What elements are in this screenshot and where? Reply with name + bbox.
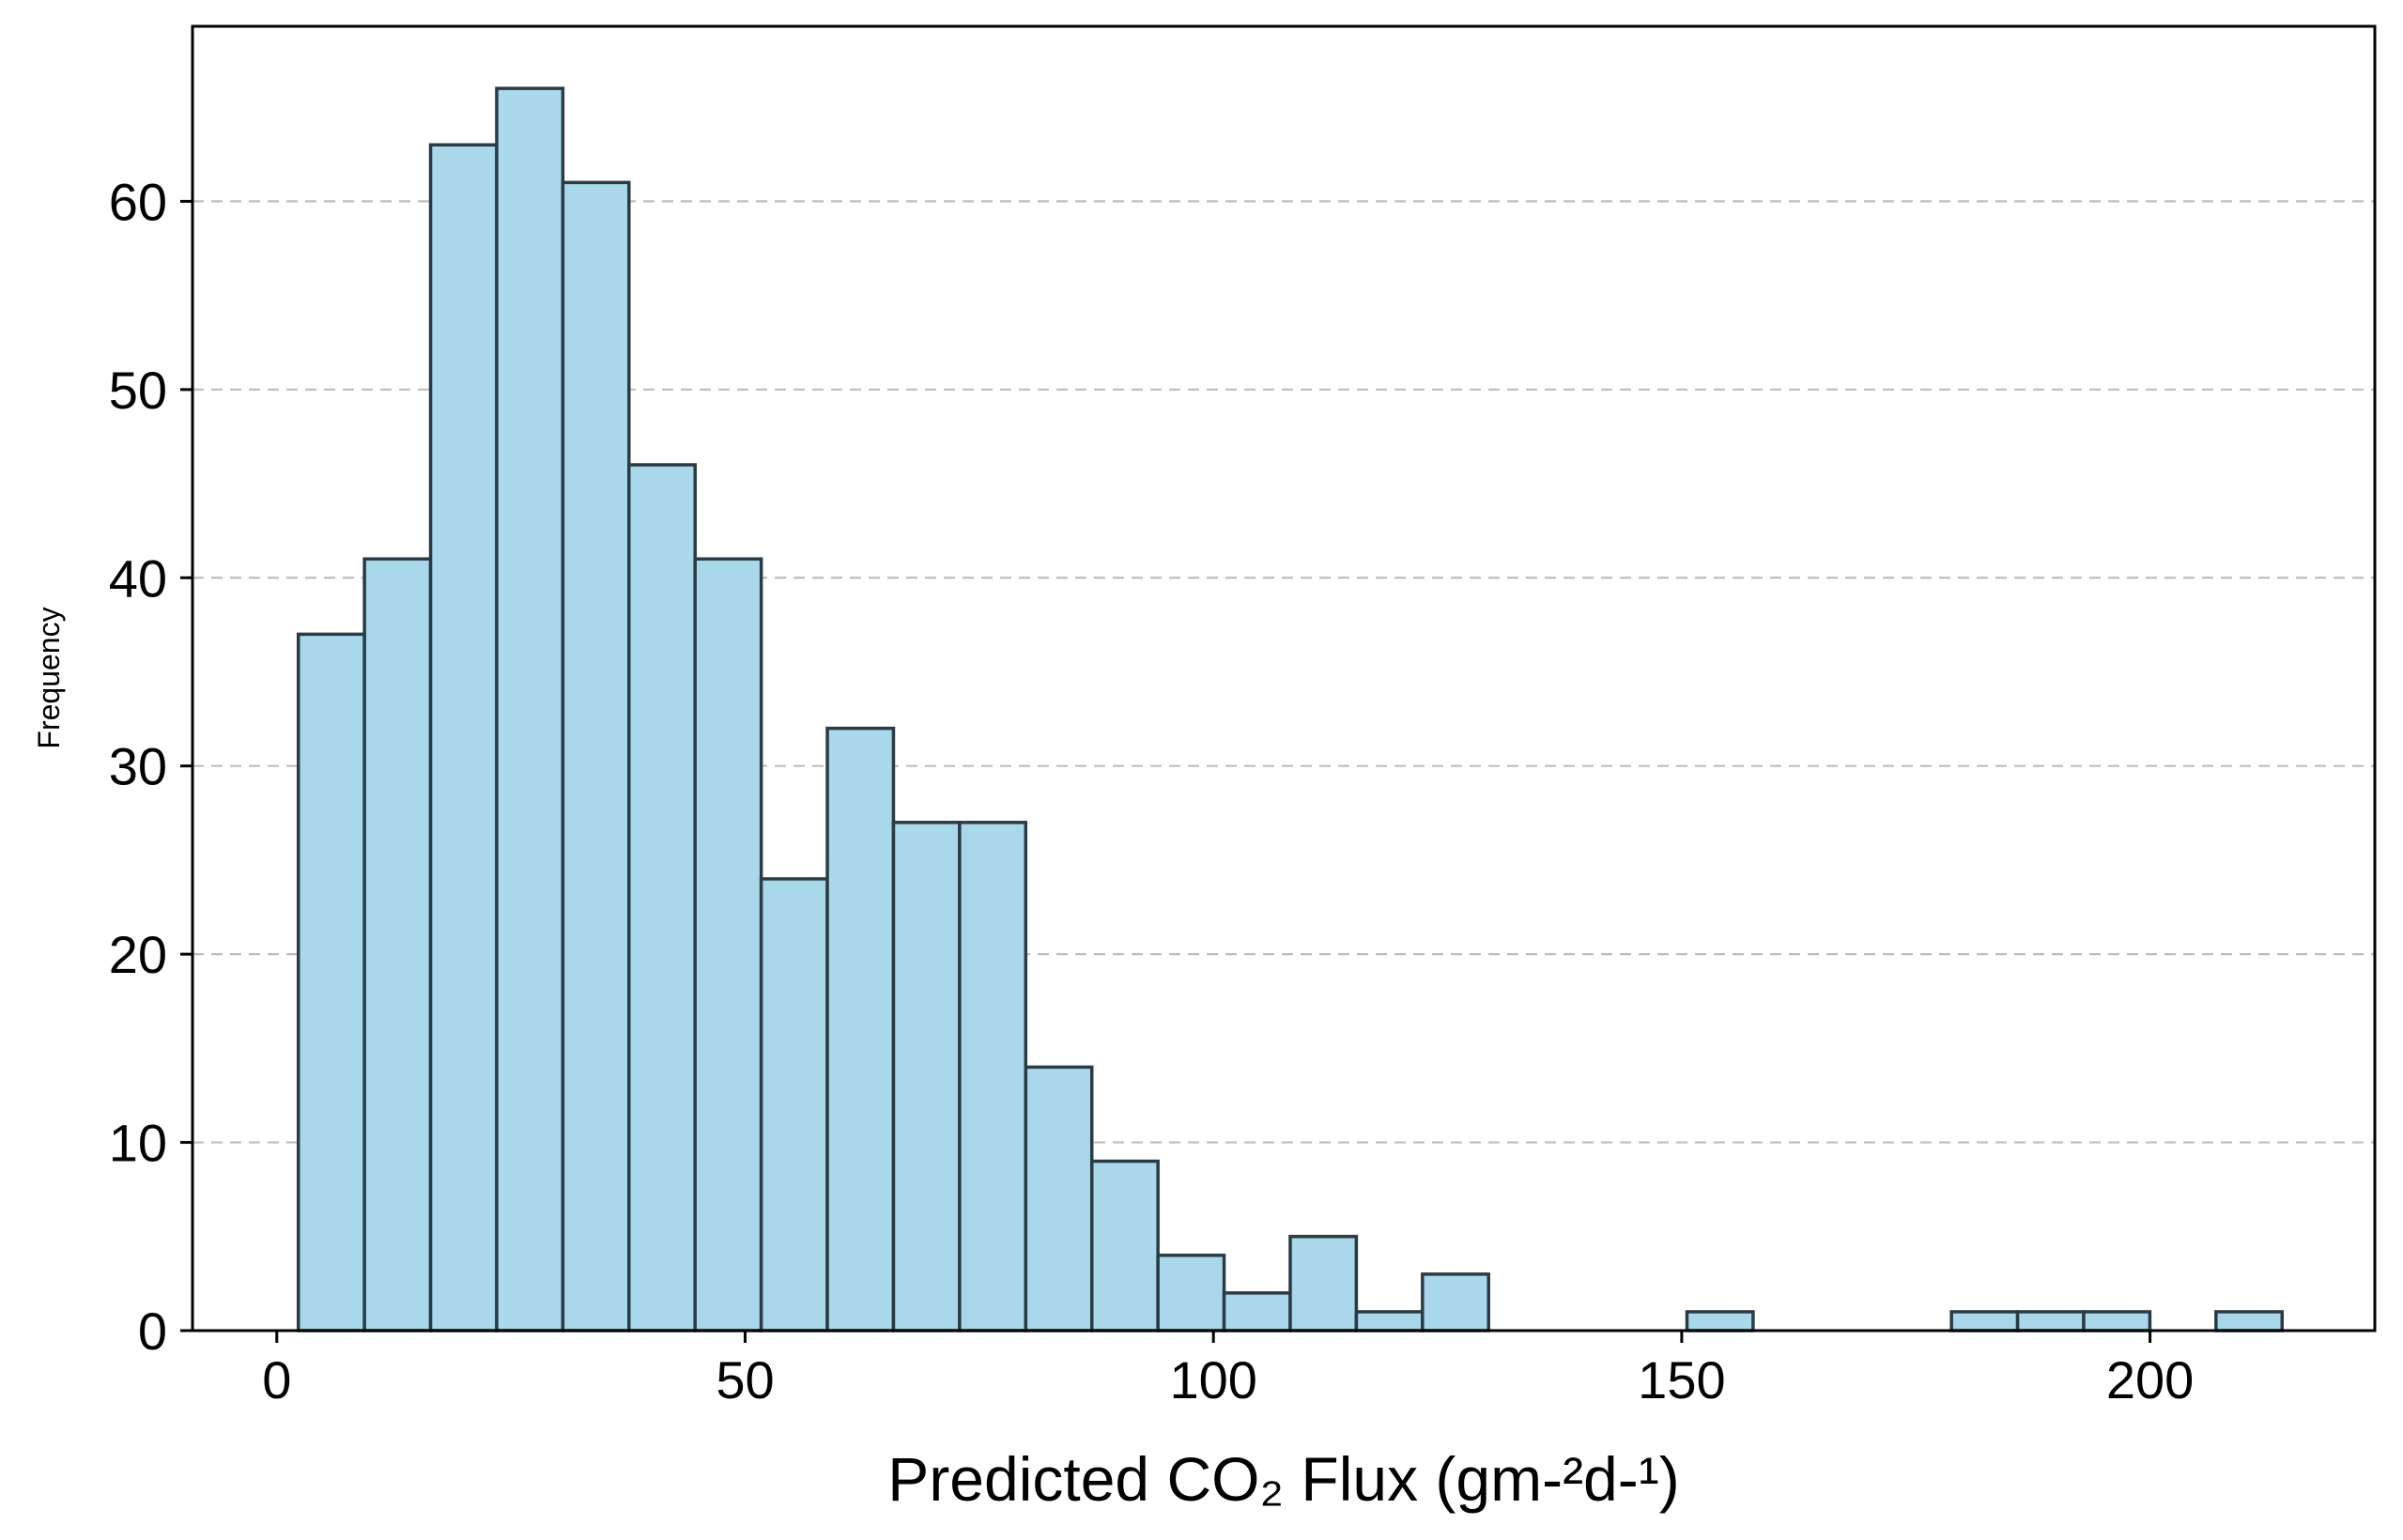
histogram-bar — [891, 821, 962, 1332]
histogram-bar — [495, 86, 565, 1332]
histogram-bar — [1222, 1291, 1292, 1332]
x-tick-label: 0 — [262, 1350, 291, 1409]
histogram-bar — [428, 143, 499, 1332]
x-axis-ticks: 0 50 100 150 200 — [262, 1331, 2194, 1409]
plot-frame — [191, 24, 2377, 1332]
histogram-bar — [958, 821, 1028, 1332]
histogram-bar — [627, 463, 697, 1332]
histogram-bar — [825, 726, 896, 1332]
y-axis-ticks: 0 10 20 30 40 50 60 — [109, 172, 193, 1361]
x-tick-label: 150 — [1638, 1350, 1725, 1409]
histogram-bar — [1089, 1159, 1160, 1332]
histogram-bar — [362, 557, 433, 1332]
histogram-bar — [2015, 1310, 2086, 1332]
y-tick-label: 0 — [138, 1301, 167, 1361]
y-tick-label: 30 — [109, 737, 167, 796]
x-tick-label: 50 — [716, 1350, 774, 1409]
y-tick-label: 60 — [109, 172, 167, 231]
x-tick-label: 200 — [2106, 1350, 2194, 1409]
histogram-bar — [759, 877, 829, 1332]
y-tick-label: 40 — [109, 548, 167, 608]
x-axis-label: Predicted CO₂ Flux (gm-²d-¹) — [887, 1444, 1679, 1514]
y-tick-label: 50 — [109, 361, 167, 420]
histogram-bar — [2214, 1310, 2285, 1332]
histogram-bar — [1288, 1235, 1359, 1332]
histogram-bar — [1024, 1065, 1094, 1332]
histogram-bar — [1354, 1310, 1425, 1332]
y-axis-label: Frequency — [32, 607, 66, 748]
histogram-bars — [296, 86, 2285, 1332]
histogram-bar — [1685, 1310, 1755, 1332]
x-tick-label: 100 — [1169, 1350, 1256, 1409]
histogram-bar — [1156, 1254, 1226, 1332]
histogram-bar — [561, 180, 631, 1332]
histogram-bar — [2082, 1310, 2152, 1332]
y-tick-label: 10 — [109, 1114, 167, 1173]
histogram-bar — [1421, 1272, 1490, 1332]
histogram-bar — [1949, 1310, 2020, 1332]
histogram-bar — [296, 632, 366, 1332]
y-tick-label: 20 — [109, 925, 167, 984]
histogram-bar — [693, 557, 763, 1332]
